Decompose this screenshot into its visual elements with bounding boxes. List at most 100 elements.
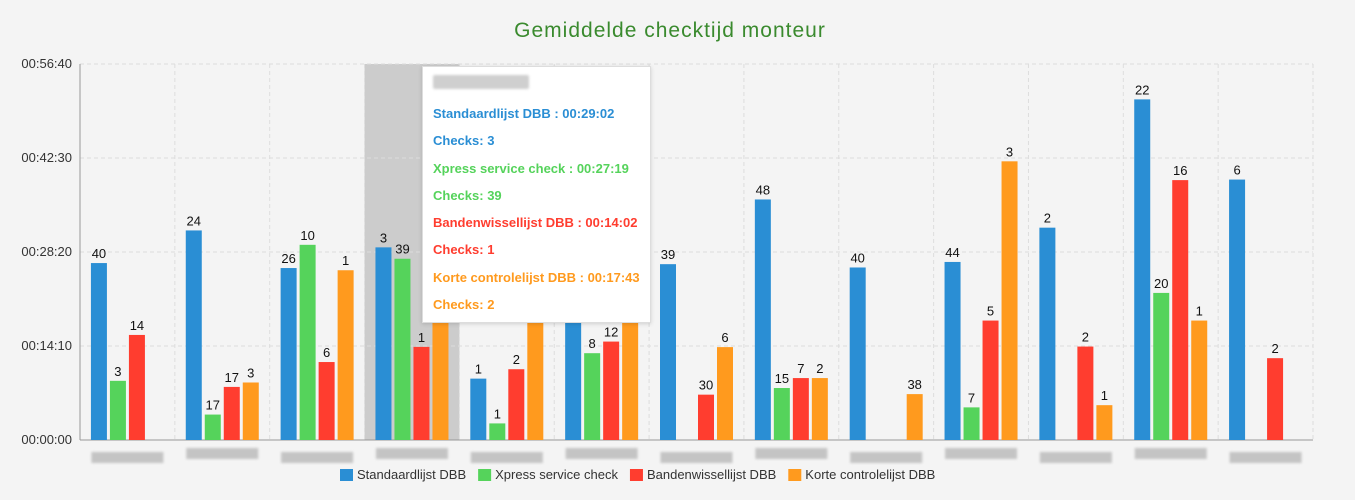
bar-0-8[interactable] [849,267,866,440]
tooltip-header-redacted [433,75,529,89]
bar-3-11[interactable] [1191,320,1208,440]
legend-entry-1[interactable]: Xpress service check [495,467,618,482]
tooltip-line-6: Korte controlelijst DBB : 00:17:43 [433,269,640,285]
bar-3-8[interactable] [906,394,923,440]
bar-0-10[interactable] [1039,227,1056,440]
legend-swatch-0 [340,469,353,481]
bar-2-3[interactable] [413,346,430,440]
data-label-2-11: 16 [1173,163,1187,178]
chart-title: Gemiddelde checktijd monteur [514,19,826,42]
bar-1-3[interactable] [394,258,411,440]
bar-2-9[interactable] [982,320,999,440]
bar-1-1[interactable] [204,414,221,440]
data-label-2-7: 7 [797,361,804,376]
bar-0-11[interactable] [1134,99,1151,440]
data-label-1-11: 20 [1154,276,1168,291]
bar-0-9[interactable] [944,261,961,440]
bar-3-9[interactable] [1001,161,1018,441]
bar-2-5[interactable] [603,341,620,440]
data-label-1-9: 7 [968,390,975,405]
x-category-label-redacted [375,448,448,459]
bar-1-11[interactable] [1153,292,1170,440]
data-label-3-10: 1 [1101,388,1108,403]
bar-3-4[interactable] [527,320,544,440]
data-label-0-11: 22 [1135,82,1149,97]
bar-2-6[interactable] [698,394,714,440]
data-label-2-12: 2 [1271,341,1278,356]
x-category-label-redacted [945,448,1018,459]
data-label-3-6: 6 [721,330,728,345]
bar-2-7[interactable] [792,378,809,440]
bar-1-4[interactable] [489,423,506,440]
bar-0-7[interactable] [754,199,771,440]
data-label-1-0: 3 [114,364,121,379]
data-label-3-2: 1 [342,253,349,268]
bar-3-10[interactable] [1096,405,1113,440]
tooltip-line-3: Checks: 39 [433,187,502,203]
data-label-3-8: 38 [907,377,921,392]
tooltip-line-0: Standaardlijst DBB : 00:29:02 [433,106,615,121]
data-label-2-10: 2 [1082,330,1089,345]
legend-entry-2[interactable]: Bandenwissellijst DBB [647,467,776,482]
bar-2-2[interactable] [318,362,335,440]
data-label-0-12: 6 [1233,163,1240,178]
bar-2-4[interactable] [508,369,525,440]
legend-swatch-1 [478,469,492,481]
bar-0-4[interactable] [470,378,487,440]
data-label-3-11: 1 [1196,304,1203,319]
data-label-2-9: 5 [987,304,994,319]
data-label-0-10: 2 [1044,211,1051,226]
chart-tooltip: Standaardlijst DBB : 00:29:02 Checks: 3 … [422,66,651,323]
bar-1-2[interactable] [299,244,316,440]
bar-0-2[interactable] [280,268,297,440]
tooltip-line-7: Checks: 2 [433,297,495,313]
bar-2-0[interactable] [128,334,145,440]
bar-3-2[interactable] [337,270,354,440]
data-label-2-0: 14 [130,318,144,333]
bar-1-9[interactable] [963,407,980,440]
data-label-0-8: 40 [850,250,864,265]
x-category-label-redacted [91,452,164,463]
bar-3-5[interactable] [622,320,639,440]
bar-0-3[interactable] [375,247,392,440]
bar-2-1[interactable] [223,386,240,440]
tooltip-line-4: Bandenwissellijst DBB : 00:14:02 [433,215,638,231]
bar-3-7[interactable] [811,378,828,440]
bar-0-1[interactable] [185,230,202,440]
bar-0-12[interactable] [1229,179,1246,441]
y-tick-label: 00:42:30 [21,150,72,165]
data-label-0-9: 44 [945,245,959,260]
data-label-2-1: 17 [225,370,239,385]
bar-2-11[interactable] [1172,180,1189,440]
data-label-2-6: 30 [699,378,713,393]
data-label-1-5: 8 [589,336,596,351]
bar-1-7[interactable] [773,388,790,440]
data-label-2-2: 6 [323,345,330,360]
x-category-label-redacted [660,452,733,463]
bar-3-6[interactable] [717,347,733,440]
data-label-1-7: 15 [775,371,789,386]
legend-entry-3[interactable]: Korte controlelijst DBB [805,467,935,482]
legend-swatch-2 [629,469,643,481]
data-label-1-2: 10 [300,228,314,243]
data-label-0-3: 3 [380,230,387,245]
y-tick-label: 00:56:40 [21,56,72,71]
bar-2-12[interactable] [1267,358,1284,440]
x-category-label-redacted [755,448,828,459]
bar-3-3[interactable] [432,322,449,440]
bar-1-0[interactable] [109,380,126,440]
bar-3-1[interactable] [242,382,259,440]
bar-2-10[interactable] [1077,346,1094,440]
y-tick-label: 00:14:10 [21,338,72,353]
bar-1-5[interactable] [584,353,601,440]
data-label-1-3: 39 [395,242,409,257]
x-category-label-redacted [565,448,638,459]
bar-0-0[interactable] [90,263,107,440]
bar-0-6[interactable] [660,264,676,440]
data-label-3-1: 3 [247,365,254,380]
data-label-0-4: 1 [475,362,482,377]
x-category-label-redacted [1039,452,1112,463]
data-label-0-0: 40 [92,246,106,261]
legend-entry-0[interactable]: Standaardlijst DBB [357,467,466,482]
